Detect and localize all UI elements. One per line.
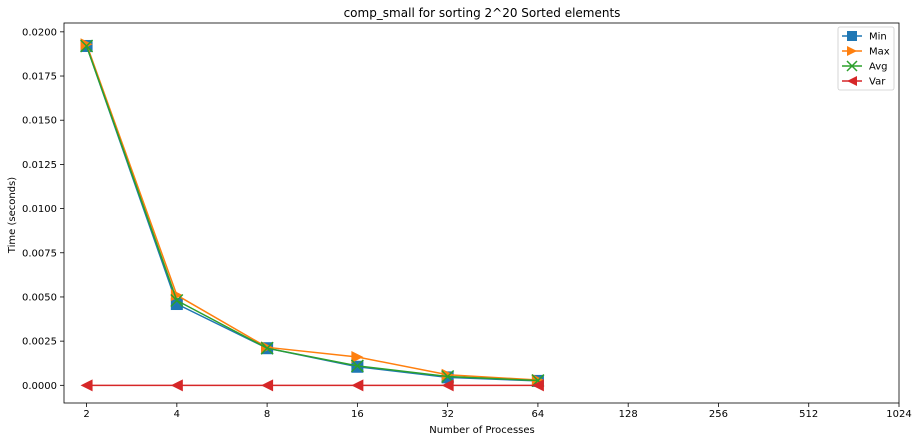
chart-title: comp_small for sorting 2^20 Sorted eleme… — [344, 6, 621, 20]
legend-label: Var — [869, 77, 886, 88]
x-tick-label: 256 — [709, 409, 728, 420]
series-point — [350, 359, 364, 373]
plot-frame — [63, 22, 900, 404]
x-tick-label: 32 — [441, 409, 454, 420]
series-point — [531, 379, 544, 392]
series-line — [85, 43, 538, 381]
x-tick-label: 16 — [351, 409, 364, 420]
y-tick-label: 0.0175 — [22, 72, 57, 83]
y-tick-label: 0.0100 — [22, 204, 57, 215]
y-tick-label: 0.0050 — [22, 292, 57, 303]
x-axis: 2 4 8 16 32 64 128 256 512 1024 — [83, 403, 912, 420]
x-tick-label: 2 — [83, 409, 89, 420]
y-tick-label: 0.0000 — [22, 381, 57, 392]
legend-entry: Var — [842, 76, 886, 88]
series-point — [80, 379, 93, 392]
legend-entry: Min — [842, 31, 887, 43]
series-point — [351, 379, 364, 392]
series-point — [80, 38, 93, 51]
y-tick-label: 0.0200 — [22, 27, 57, 38]
series-point — [847, 76, 857, 86]
series-point — [351, 351, 364, 364]
series-layer — [80, 38, 545, 392]
legend: Min Max Avg Var — [837, 26, 895, 91]
legend-label: Avg — [869, 62, 888, 73]
x-tick-label: 512 — [799, 409, 818, 420]
series-point — [847, 31, 857, 41]
x-tick-label: 1024 — [886, 409, 911, 420]
y-tick-label: 0.0025 — [22, 337, 57, 348]
series-point — [441, 368, 454, 381]
series-point — [170, 293, 184, 308]
legend-entry: Avg — [842, 60, 888, 73]
x-tick-label: 128 — [619, 409, 638, 420]
series-point — [80, 39, 94, 53]
x-tick-label: 4 — [174, 409, 180, 420]
y-tick-label: 0.0075 — [22, 248, 57, 259]
legend-label: Min — [869, 32, 887, 43]
y-tick-label: 0.0125 — [22, 160, 57, 171]
series-point — [170, 379, 183, 392]
series-var — [80, 379, 544, 392]
y-axis-label: Time (seconds) — [7, 177, 18, 254]
series-line — [85, 45, 538, 382]
series-point — [260, 341, 274, 355]
x-tick-label: 8 — [264, 409, 270, 420]
series-point — [261, 379, 274, 392]
x-tick-label: 64 — [532, 409, 545, 420]
plot-area — [63, 22, 900, 404]
legend-label: Max — [869, 47, 890, 58]
series-point — [170, 298, 183, 311]
series-point — [847, 46, 857, 56]
x-axis-label: Number of Processes — [429, 425, 534, 436]
legend-entry: Max — [842, 46, 890, 58]
y-tick-label: 0.0150 — [22, 116, 57, 127]
series-point — [846, 60, 858, 72]
series-point — [441, 379, 454, 392]
legend-box — [837, 26, 895, 91]
y-axis: 0.0000 0.0025 0.0050 0.0075 0.0100 0.0125 0.01… — [22, 27, 64, 392]
